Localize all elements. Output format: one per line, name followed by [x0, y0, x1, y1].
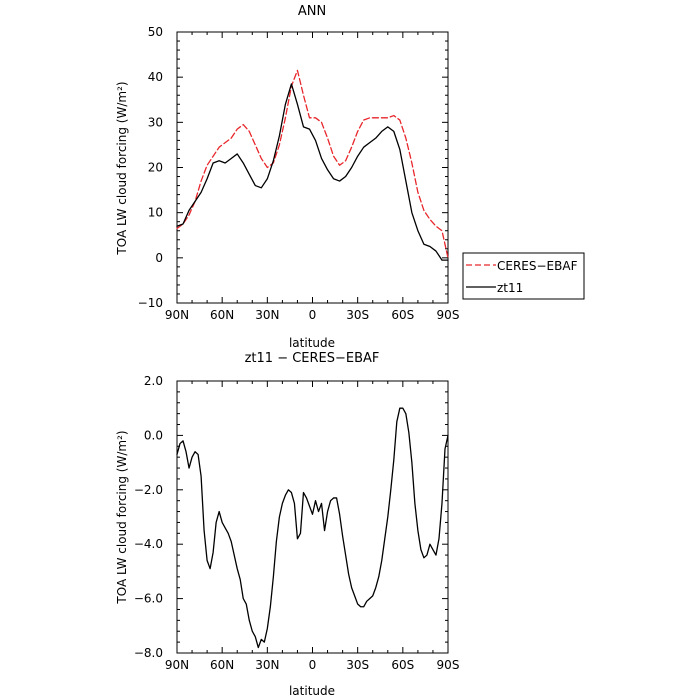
top-series-group [176, 69, 449, 261]
top-y-tick-label: 20 [148, 161, 163, 175]
bottom-y-tick-label: −2.0 [134, 483, 163, 497]
bottom-x-tick-label: 60S [391, 658, 414, 672]
top-y-tick-label: 0 [155, 251, 163, 265]
bottom-x-axis-title: latitude [289, 684, 335, 698]
legend-box [462, 252, 585, 300]
bottom-x-tick-label: 90S [437, 658, 460, 672]
top-ticks: 90N 60N 30N 0 30S 60S 90S −10 0 10 20 30 40 50 [138, 25, 460, 322]
bottom-y-axis-title: TOA LW cloud forcing (W/m²) [115, 430, 129, 604]
top-plot-frame [176, 31, 449, 304]
bottom-x-tick-label: 0 [309, 658, 317, 672]
bottom-panel: zt11 − CERES−EBAF 90N 60N 30N 0 30S 60S 90S −8.… [115, 351, 459, 698]
top-y-tick-label: 50 [148, 25, 163, 39]
top-y-tick-label: 30 [148, 115, 163, 129]
legend-label-zt11: zt11 [497, 281, 523, 295]
bottom-series-line [176, 407, 449, 649]
bottom-y-tick-label: −4.0 [134, 537, 163, 551]
top-x-tick-label: 90S [437, 308, 460, 322]
series-line-ceres-ebaf [176, 69, 449, 259]
bottom-x-tick-label: 30N [255, 658, 279, 672]
bottom-y-tick-label: −8.0 [134, 646, 163, 660]
bottom-y-tick-label: 0.0 [144, 428, 163, 442]
bottom-y-tick-label: 2.0 [144, 374, 163, 388]
top-y-tick-label: 40 [148, 70, 163, 84]
bottom-x-tick-label: 90N [165, 658, 189, 672]
top-y-tick-label: −10 [138, 296, 163, 310]
top-x-tick-label: 60N [210, 308, 234, 322]
top-panel: ANN 90N 60N 30N 0 30S 60S 90S −10 0 10 20 30 40 50 la… [115, 4, 459, 350]
top-x-axis-title: latitude [289, 336, 335, 350]
top-x-tick-label: 30N [255, 308, 279, 322]
bottom-ticks: 90N 60N 30N 0 30S 60S 90S −8.0 −6.0 −4.0 −2.0 0.0 2.… [134, 374, 460, 672]
top-x-tick-label: 0 [309, 308, 317, 322]
bottom-y-tick-label: −6.0 [134, 592, 163, 606]
top-y-axis-title: TOA LW cloud forcing (W/m²) [115, 81, 129, 255]
top-panel-title: ANN [298, 4, 326, 19]
bottom-x-tick-label: 60N [210, 658, 234, 672]
top-x-tick-label: 30S [346, 308, 369, 322]
bottom-x-tick-label: 30S [346, 658, 369, 672]
bottom-series-group [176, 407, 449, 649]
bottom-panel-title: zt11 − CERES−EBAF [245, 351, 380, 366]
legend-label-ceres: CERES−EBAF [497, 259, 578, 273]
top-y-tick-label: 10 [148, 206, 163, 220]
top-x-tick-label: 60S [391, 308, 414, 322]
top-x-tick-label: 90N [165, 308, 189, 322]
series-line-zt11 [176, 83, 449, 261]
legend: CERES−EBAF zt11 [462, 252, 585, 300]
